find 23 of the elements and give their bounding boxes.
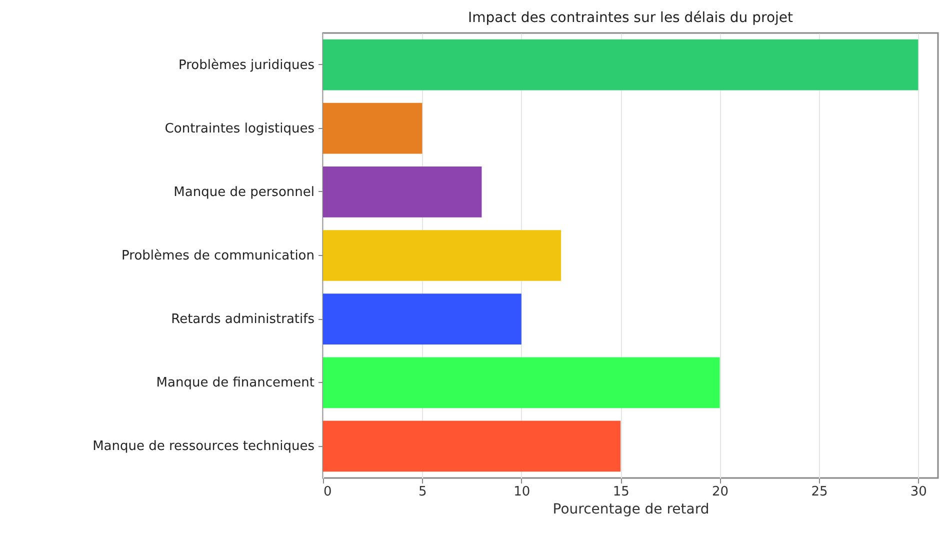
x-axis-title: Pourcentage de retard	[552, 502, 710, 518]
bar	[323, 294, 522, 344]
bar	[323, 420, 621, 472]
x-tick-label: 0	[324, 484, 332, 500]
y-tick-label: Manque de personnel	[174, 184, 314, 200]
chart-title: Impact des contraintes sur les délais du projet	[468, 10, 794, 26]
bar	[323, 357, 720, 408]
x-tick-label: 30	[910, 484, 927, 500]
bar	[323, 230, 562, 281]
x-tick-label: 5	[418, 484, 427, 500]
bar	[323, 39, 918, 90]
y-tick-label: Manque de financement	[156, 376, 314, 391]
x-tick-label: 10	[514, 484, 530, 500]
y-tick-label: Manque de ressources techniques	[92, 439, 315, 454]
x-tick-label: 15	[612, 484, 630, 500]
y-tick-label: Retards administratifs	[171, 312, 315, 328]
y-tick-label: Contraintes logistiques	[164, 121, 315, 136]
x-tick-label: 20	[712, 484, 729, 500]
bar	[323, 102, 422, 154]
x-tick-label: 25	[811, 484, 828, 500]
bar	[323, 166, 482, 218]
y-tick-label: Problèmes juridiques	[178, 58, 315, 73]
y-tick-label: Problèmes de communication	[122, 248, 314, 264]
